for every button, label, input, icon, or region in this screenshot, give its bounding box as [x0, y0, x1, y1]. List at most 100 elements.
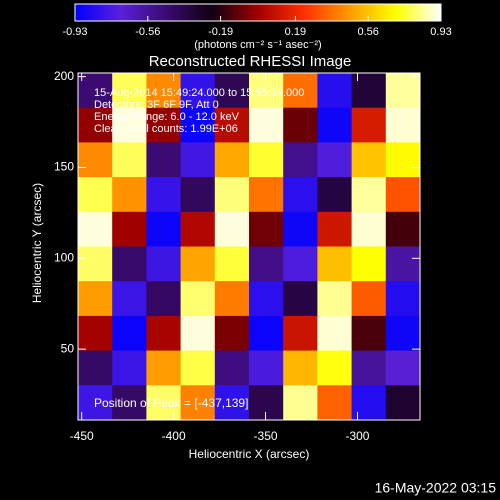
heatmap-cell [78, 73, 113, 109]
heatmap-cell [214, 385, 250, 421]
heatmap-cell [317, 246, 353, 282]
heatmap-cell [351, 281, 387, 317]
heatmap-cell [78, 281, 113, 317]
heatmap-cell [214, 246, 250, 282]
y-tick-label: 200 [54, 69, 74, 83]
heatmap-cell [351, 177, 387, 213]
heatmap-cell [249, 177, 284, 213]
heatmap-cell [249, 211, 284, 247]
heatmap-cell [112, 177, 147, 213]
x-tick-label: -400 [162, 429, 186, 443]
heatmap-cell [249, 246, 284, 282]
colorbar-tick-label: 0.19 [285, 26, 306, 38]
heatmap-cell [146, 385, 182, 421]
heatmap-cell [146, 246, 182, 282]
heatmap-cell [249, 281, 284, 317]
heatmap-cell [180, 350, 216, 386]
heatmap-cell [146, 177, 182, 213]
heatmap-cell [249, 315, 284, 352]
heatmap-cell [385, 350, 421, 386]
heatmap-cell [180, 246, 216, 282]
heatmap-cell [146, 73, 182, 109]
heatmap-cell [283, 73, 318, 109]
heatmap-cell [249, 107, 284, 143]
heatmap-cell [385, 315, 421, 352]
heatmap-cell [385, 246, 421, 282]
heatmap-cell [146, 107, 182, 143]
heatmap-cell [385, 142, 421, 178]
heatmap-cell [180, 142, 216, 178]
heatmap-cell [112, 73, 147, 109]
annotation: Clean Total counts: 1.99E+06 [94, 123, 238, 135]
heatmap-cell [146, 211, 182, 247]
heatmap-cell [249, 385, 284, 421]
heatmap-cell [283, 211, 318, 247]
heatmap-cell [385, 107, 421, 143]
heatmap-cell [78, 246, 113, 282]
heatmap-cell [78, 107, 113, 143]
heatmap-cell [214, 315, 250, 352]
heatmap-cell [249, 73, 284, 109]
heatmap-cell [180, 385, 216, 421]
heatmap-cell [283, 315, 318, 352]
annotation: Energy Range: 6.0 - 12.0 keV [94, 111, 240, 123]
annotation: Detectors: 3F 6F 9F, Att 0 [94, 99, 219, 111]
heatmap-cell [351, 142, 387, 178]
heatmap-cell [317, 107, 353, 143]
colorbar-tick-label: 0.93 [430, 26, 451, 38]
heatmap-cell [351, 315, 387, 352]
heatmap-cell [317, 385, 353, 421]
heatmap-cell [283, 246, 318, 282]
heatmap-cell [214, 281, 250, 317]
heatmap-cell [180, 177, 216, 213]
footer: 16-May-2022 03:15 [375, 480, 497, 496]
heatmap-cell [214, 73, 250, 109]
heatmap-cell [180, 107, 216, 143]
heatmap-cell [112, 211, 147, 247]
heatmap-cell [214, 350, 250, 386]
heatmap-cell [385, 177, 421, 213]
heatmap-cell [112, 315, 147, 352]
annotation: 15-Aug-2014 15:49:24.000 to 15:55:24.000 [94, 87, 304, 99]
heatmap-cell [112, 350, 147, 386]
heatmap-cell [78, 177, 113, 213]
heatmap-cell [180, 73, 216, 109]
heatmap-cell [180, 281, 216, 317]
x-tick-label: -450 [70, 429, 94, 443]
heatmap-cell [317, 142, 353, 178]
y-tick-label: 50 [61, 341, 75, 355]
heatmap-cell [78, 142, 113, 178]
heatmap-cell [317, 315, 353, 352]
y-tick-label: 150 [54, 160, 74, 174]
heatmap-cell [385, 385, 421, 421]
heatmap-cell [146, 281, 182, 317]
heatmap-cell [351, 350, 387, 386]
colorbar-tick-label: -0.19 [208, 26, 233, 38]
heatmap-cell [146, 315, 182, 352]
heatmap-cell [283, 385, 318, 421]
colorbar-tick-label: -0.93 [62, 26, 87, 38]
heatmap-cell [283, 281, 318, 317]
heatmap-cell [180, 315, 216, 352]
colorbar-label: (photons cm⁻² s⁻¹ asec⁻²) [194, 39, 321, 51]
heatmap-cell [112, 385, 147, 421]
heatmap-cell [351, 73, 387, 109]
colorbar-tick-label: 0.56 [357, 26, 378, 38]
heatmap-cell [214, 177, 250, 213]
heatmap-cell [78, 385, 113, 421]
chart-title: Reconstructed RHESSI Image [149, 53, 352, 70]
y-axis-label: Heliocentric Y (arcsec) [30, 183, 44, 303]
heatmap-cell [214, 211, 250, 247]
heatmap-cell [283, 107, 318, 143]
heatmap-cell [249, 350, 284, 386]
heatmap-cell [112, 142, 147, 178]
heatmap-cell [78, 211, 113, 247]
heatmap-cell [78, 350, 113, 386]
heatmap-cell [317, 177, 353, 213]
heatmap-cell [351, 246, 387, 282]
heatmap-cell [283, 142, 318, 178]
heatmap-cell [112, 246, 147, 282]
heatmap-cell [249, 142, 284, 178]
